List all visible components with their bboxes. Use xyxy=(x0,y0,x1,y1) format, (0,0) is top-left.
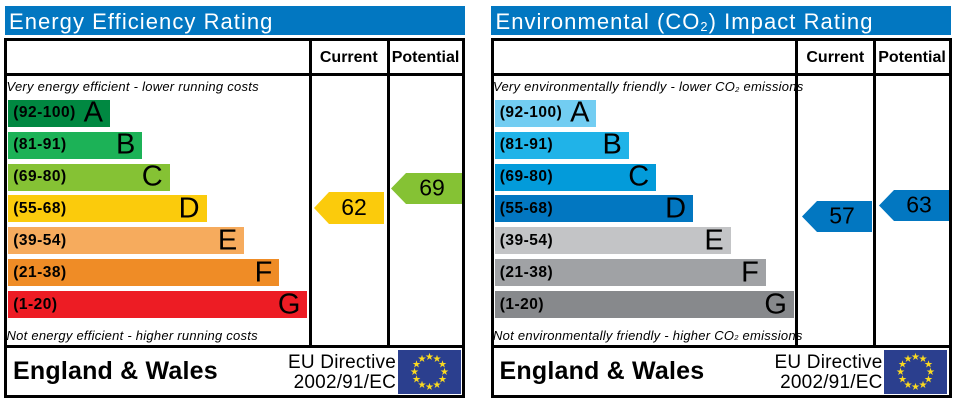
svg-text:63: 63 xyxy=(906,191,932,217)
svg-text:69: 69 xyxy=(420,174,446,200)
svg-text:57: 57 xyxy=(829,202,855,228)
svg-text:62: 62 xyxy=(342,194,368,220)
